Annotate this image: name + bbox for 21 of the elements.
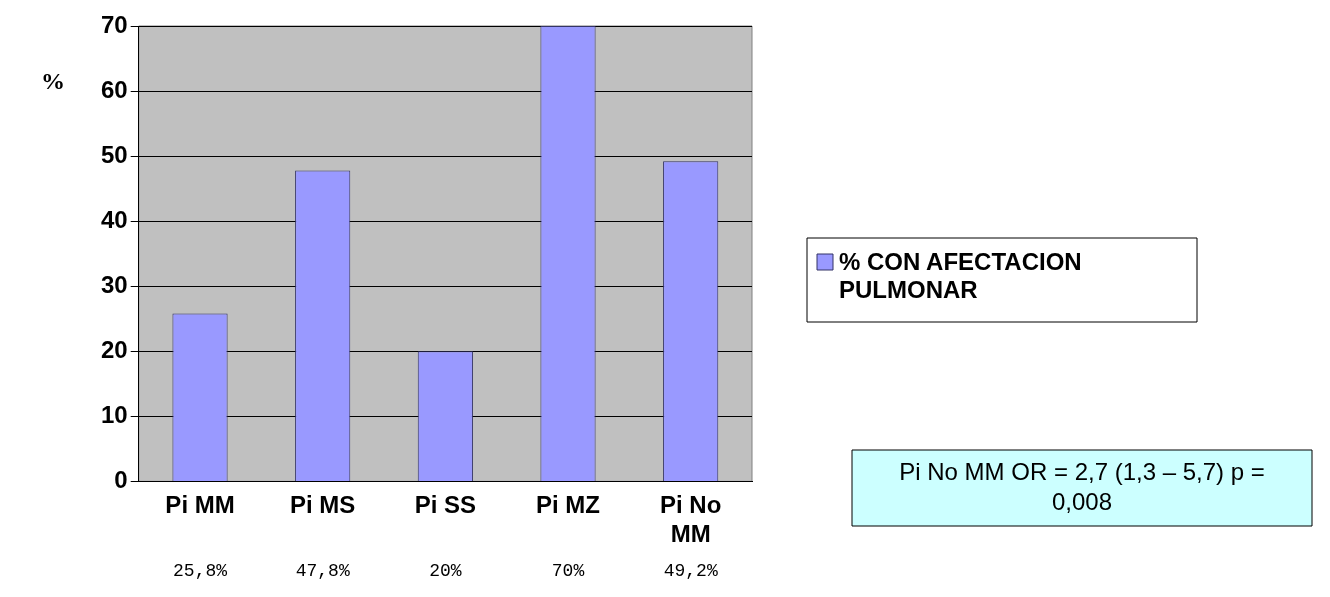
x-tick-label: Pi MM (165, 491, 235, 519)
data-label: 20% (429, 560, 462, 581)
y-tick-label: 10 (100, 400, 128, 428)
x-tick-label: Pi MZ (536, 491, 601, 519)
data-label: 47,8% (295, 560, 350, 581)
data-label: 49,2% (663, 560, 718, 581)
x-tick-label: Pi No MM (660, 491, 722, 548)
y-tick-label: 30 (100, 270, 128, 298)
data-label: 25,8% (173, 560, 228, 581)
y-tick-label: 50 (100, 140, 128, 168)
y-axis-title: % (41, 68, 65, 95)
y-tick-label: 40 (100, 205, 128, 233)
text: Pi No MM OR = 2,7 (1,3 – 5,7) p = 0,008 (899, 457, 1265, 515)
x-tick-label: Pi SS (414, 491, 477, 519)
legend-label: % CON AFECTACION PULMONAR (839, 247, 1082, 303)
data-label: 70% (551, 560, 585, 581)
y-tick-label: 60 (100, 75, 128, 103)
x-tick-label: Pi MS (290, 491, 356, 519)
y-tick-label: 70 (100, 10, 128, 38)
y-tick-label: 20 (100, 335, 128, 363)
y-tick-label: 0 (114, 466, 128, 494)
